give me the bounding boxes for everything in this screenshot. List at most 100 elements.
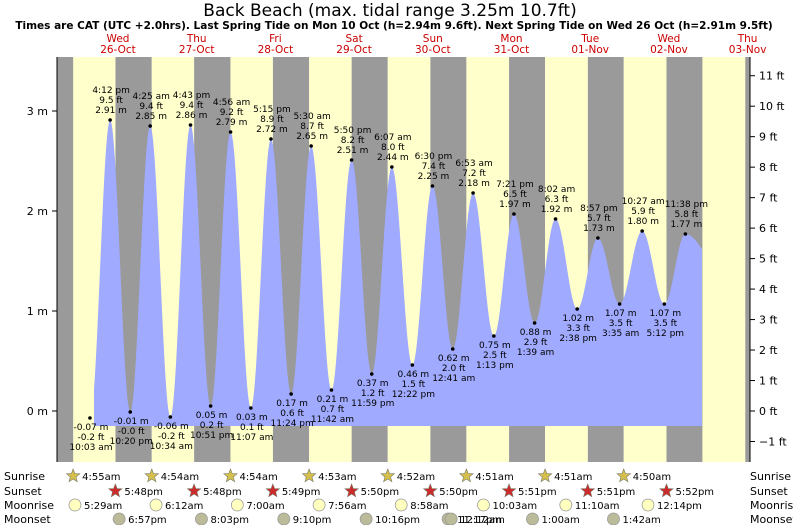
day-of-week-label: Wed xyxy=(107,33,130,45)
moonset-icon xyxy=(195,512,208,525)
high-tide-label: 4:43 pm9.4 ft2.86 m xyxy=(173,91,211,127)
tide-label-text: 0.37 m xyxy=(357,379,389,389)
left-tick-label: 3 m xyxy=(27,105,48,118)
tide-point xyxy=(369,372,374,376)
tide-label-text: 2.91 m xyxy=(95,106,127,116)
low-tide-label: 1.07 m3.5 ft5:12 pm xyxy=(647,302,684,339)
tide-label-text: 5:15 pm xyxy=(253,105,291,115)
right-tick-label: 5 ft xyxy=(759,253,778,266)
tide-label-text: 11:07 am xyxy=(230,433,273,443)
high-tide-label: 6:30 pm7.4 ft2.25 m xyxy=(415,152,453,188)
low-tide-label: 1.02 m3.3 ft2:38 pm xyxy=(559,307,597,344)
tide-label-text: 5.7 ft xyxy=(587,214,611,224)
tide-label-text: 10:34 am xyxy=(150,442,193,452)
tide-point xyxy=(188,123,193,127)
tide-label-text: 8:02 am xyxy=(538,185,575,195)
tide-point xyxy=(309,144,313,148)
sunrise-time: 4:53am xyxy=(318,472,356,483)
tide-label-text: 7:21 pm xyxy=(496,180,534,190)
date-label: 30-Oct xyxy=(415,44,451,56)
tide-label-text: 0.75 m xyxy=(479,341,511,351)
tide-label-text: 5:30 am xyxy=(293,112,330,122)
tide-label-text: 10:51 pm xyxy=(190,431,233,441)
tide-label-text: 2.18 m xyxy=(458,179,490,189)
tide-label-text: 1.07 m xyxy=(605,309,637,319)
moonset-icon xyxy=(359,512,373,525)
tide-point xyxy=(390,165,394,169)
sunrise-icon xyxy=(65,468,81,483)
tide-label-text: 11:24 pm xyxy=(270,419,313,429)
row-label-left: Sunrise xyxy=(4,470,45,483)
low-tide-label: 0.88 m2.9 ft1:39 am xyxy=(517,321,554,358)
day-of-week-label: Sun xyxy=(423,33,443,45)
tide-label-text: 3.5 ft xyxy=(653,319,677,329)
right-tick-label: 2 ft xyxy=(759,344,778,357)
moonset-time: 9:10pm xyxy=(293,515,332,525)
tide-point xyxy=(450,347,455,351)
high-tide-label: 6:07 am8.0 ft2.44 m xyxy=(374,133,412,169)
high-tide-label: 4:25 am9.4 ft2.85 m xyxy=(133,92,170,128)
tide-label-text: 12:41 am xyxy=(432,374,475,384)
tide-label-text: 6:30 pm xyxy=(415,152,453,162)
tide-label-text: 2.65 m xyxy=(296,132,328,142)
tide-point xyxy=(430,184,435,188)
sunset-time: 5:48pm xyxy=(124,487,163,498)
tide-label-text: 1.97 m xyxy=(499,200,531,210)
tide-label-text: 11:38 pm xyxy=(665,200,708,210)
tide-point xyxy=(640,229,644,233)
tide-label-text: 1.5 ft xyxy=(401,380,425,390)
date-label: 31-Oct xyxy=(494,44,530,56)
sunrise-icon xyxy=(458,468,474,483)
row-label-left: Moonrise xyxy=(4,499,54,512)
left-tick-label: 0 m xyxy=(27,405,48,418)
tide-label-text: 1:39 am xyxy=(517,348,554,358)
day-of-week-label: Mon xyxy=(500,33,522,45)
tide-label-text: 1.07 m xyxy=(649,309,681,319)
tide-label-text: 9.5 ft xyxy=(99,96,123,106)
right-tick-label: 7 ft xyxy=(759,192,778,205)
tide-point xyxy=(617,302,622,306)
tide-point xyxy=(249,406,253,410)
sunrise-time: 4:55am xyxy=(82,472,120,483)
tide-label-text: 10:27 am xyxy=(622,197,665,207)
sunrise-icon xyxy=(301,468,317,483)
tide-label-text: 0.17 m xyxy=(276,399,308,409)
tide-label-text: 0.7 ft xyxy=(321,405,345,415)
row-label-right: Sunrise xyxy=(750,470,791,483)
right-tick-label: 11 ft xyxy=(759,70,785,83)
tide-point xyxy=(88,416,92,420)
moonrise-icon xyxy=(641,498,655,512)
date-label: 28-Oct xyxy=(258,44,294,56)
day-of-week-label: Thu xyxy=(186,33,207,45)
sunrise-time: 4:52am xyxy=(397,472,435,483)
tide-label-text: 0.6 ft xyxy=(280,409,304,419)
tide-point xyxy=(228,130,233,134)
sunrise-time: 4:54am xyxy=(239,472,277,483)
tide-label-text: 4:43 pm xyxy=(173,91,211,101)
tide-label-text: 2.86 m xyxy=(176,111,208,121)
row-label-right: Moonset xyxy=(750,513,793,525)
moonrise-time: 8:58am xyxy=(410,501,448,512)
tide-label-text: 2.79 m xyxy=(216,118,248,128)
moonrise-time: 7:00am xyxy=(246,501,284,512)
moonrise-time: 5:29am xyxy=(84,501,122,512)
moonset-icon xyxy=(444,512,458,525)
tide-label-text: 1.77 m xyxy=(671,220,703,230)
high-tide-label: 10:27 am5.9 ft1.80 m xyxy=(622,197,665,233)
tide-label-text: 2.85 m xyxy=(135,112,167,122)
tide-point xyxy=(148,124,152,128)
tide-label-text: 2:38 pm xyxy=(559,334,597,344)
sunset-time: 5:51pm xyxy=(597,487,636,498)
sunrise-time: 4:54am xyxy=(161,472,199,483)
date-label: 02-Nov xyxy=(650,44,688,56)
tide-label-text: 11:59 pm xyxy=(351,399,394,409)
date-label: 29-Oct xyxy=(336,44,372,56)
tide-point xyxy=(349,158,354,162)
chart-title: Back Beach (max. tidal range 3.25m 10.7f… xyxy=(203,1,576,21)
sunset-icon xyxy=(501,483,517,498)
tide-label-text: 0.46 m xyxy=(398,370,430,380)
